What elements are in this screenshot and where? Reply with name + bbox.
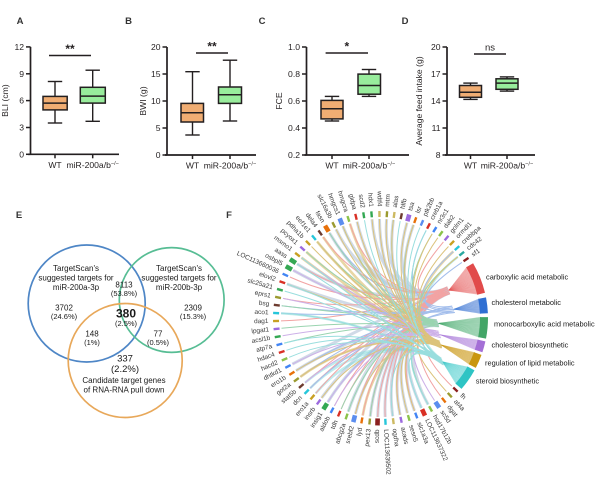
svg-text:(2.5%): (2.5%) xyxy=(115,319,138,328)
svg-text:BLI (cm): BLI (cm) xyxy=(0,84,10,117)
svg-text:TargetScan's: TargetScan's xyxy=(156,264,202,273)
svg-text:3702: 3702 xyxy=(55,304,73,313)
svg-text:0: 0 xyxy=(19,149,24,159)
svg-text:A: A xyxy=(17,16,24,27)
svg-text:scdb: scdb xyxy=(374,429,381,443)
svg-text:bsg: bsg xyxy=(258,300,270,308)
svg-text:WT: WT xyxy=(48,160,62,170)
svg-text:11: 11 xyxy=(432,123,441,133)
svg-text:9: 9 xyxy=(19,69,24,79)
svg-text:(0.5%): (0.5%) xyxy=(147,338,170,347)
svg-text:miR-200a/b−/−: miR-200a/b−/− xyxy=(204,161,257,171)
svg-text:cholesterol biosynthetic: cholesterol biosynthetic xyxy=(492,341,569,350)
svg-text:atp7a: atp7a xyxy=(256,343,274,354)
svg-text:pex13: pex13 xyxy=(364,428,373,447)
svg-text:*: * xyxy=(344,40,349,54)
svg-text:Candidate target genes: Candidate target genes xyxy=(82,376,165,385)
svg-text:alas: alas xyxy=(392,194,401,208)
svg-text:hlfb: hlfb xyxy=(400,198,409,210)
svg-text:**: ** xyxy=(65,42,75,56)
svg-text:77: 77 xyxy=(154,330,163,339)
svg-text:FCE: FCE xyxy=(274,92,284,109)
svg-text:ns: ns xyxy=(485,43,495,54)
svg-text:10: 10 xyxy=(151,96,161,106)
svg-text:E: E xyxy=(16,210,22,221)
svg-text:gldpa: gldpa xyxy=(347,193,358,210)
svg-text:(15.3%): (15.3%) xyxy=(180,312,207,321)
svg-text:6: 6 xyxy=(19,96,24,106)
svg-text:sesn5: sesn5 xyxy=(407,424,419,443)
svg-text:Average feed intake (g): Average feed intake (g) xyxy=(414,56,424,145)
svg-text:14: 14 xyxy=(431,96,441,106)
svg-text:1.0: 1.0 xyxy=(288,42,300,52)
svg-text:TargetScan's: TargetScan's xyxy=(53,264,99,273)
svg-text:0.6: 0.6 xyxy=(288,96,300,106)
svg-text:20: 20 xyxy=(431,42,441,52)
svg-text:WT: WT xyxy=(186,161,200,171)
svg-text:20: 20 xyxy=(151,42,161,52)
svg-text:2309: 2309 xyxy=(184,304,202,313)
svg-text:0.2: 0.2 xyxy=(288,150,300,160)
svg-text:148: 148 xyxy=(85,330,99,339)
svg-text:carboxylic acid metabolic: carboxylic acid metabolic xyxy=(486,273,568,282)
svg-text:8113: 8113 xyxy=(115,281,133,290)
svg-text:miR-200b-3p: miR-200b-3p xyxy=(156,283,203,292)
svg-text:tsa: tsa xyxy=(407,201,416,212)
svg-text:dag1: dag1 xyxy=(254,318,269,325)
svg-text:(2.2%): (2.2%) xyxy=(111,364,139,375)
svg-text:BWI (g): BWI (g) xyxy=(138,86,148,115)
svg-text:380: 380 xyxy=(116,307,136,321)
svg-text:0.4: 0.4 xyxy=(288,123,300,133)
svg-text:**: ** xyxy=(207,40,217,54)
svg-text:12: 12 xyxy=(14,42,24,52)
svg-text:acads: acads xyxy=(399,427,410,446)
svg-text:0.8: 0.8 xyxy=(288,69,300,79)
svg-text:miR-200a/b−/−: miR-200a/b−/− xyxy=(66,160,119,170)
svg-text:suggested targets for: suggested targets for xyxy=(38,274,113,283)
svg-text:WT: WT xyxy=(325,161,339,171)
svg-text:0: 0 xyxy=(156,150,161,160)
svg-text:regulation of lipid metabolic: regulation of lipid metabolic xyxy=(485,359,575,368)
svg-text:sf1: sf1 xyxy=(470,247,481,258)
svg-text:miR-200a/b−/−: miR-200a/b−/− xyxy=(343,161,396,171)
svg-text:5: 5 xyxy=(156,123,161,133)
svg-text:of RNA-RNA pull down: of RNA-RNA pull down xyxy=(84,386,165,395)
svg-text:scd2: scd2 xyxy=(357,194,366,209)
svg-text:monocarboxylic acid metabolic: monocarboxylic acid metabolic xyxy=(494,320,595,329)
svg-text:3: 3 xyxy=(19,123,24,133)
svg-text:(1%): (1%) xyxy=(84,338,100,347)
svg-text:mtm: mtm xyxy=(384,194,392,207)
svg-text:D: D xyxy=(402,16,409,27)
svg-text:miR-200a-3p: miR-200a-3p xyxy=(53,283,100,292)
svg-text:C: C xyxy=(259,16,266,27)
svg-text:337: 337 xyxy=(117,354,133,365)
svg-text:fh: fh xyxy=(458,392,467,401)
svg-text:ogdha: ogdha xyxy=(391,428,400,447)
svg-text:17: 17 xyxy=(431,69,441,79)
svg-text:15: 15 xyxy=(151,69,161,79)
svg-text:(53.8%): (53.8%) xyxy=(111,289,138,298)
svg-text:miR-200a/b−/−: miR-200a/b−/− xyxy=(481,161,534,171)
svg-text:(24.6%): (24.6%) xyxy=(51,312,78,321)
svg-text:steroid biosynthetic: steroid biosynthetic xyxy=(476,377,540,386)
svg-text:acsl1b: acsl1b xyxy=(251,335,271,345)
svg-text:B: B xyxy=(125,16,132,27)
svg-text:F: F xyxy=(226,210,232,221)
svg-text:hdx1: hdx1 xyxy=(366,193,374,208)
svg-text:aco1: aco1 xyxy=(254,309,269,317)
svg-text:WT: WT xyxy=(464,161,478,171)
svg-text:lpgat1: lpgat1 xyxy=(251,326,270,335)
svg-text:lsr: lsr xyxy=(415,205,424,215)
svg-text:eprs1: eprs1 xyxy=(254,290,272,300)
svg-text:lyd: lyd xyxy=(356,427,364,437)
svg-text:wdtf4: wdtf4 xyxy=(376,190,383,207)
svg-text:srebf2: srebf2 xyxy=(345,425,356,445)
svg-text:tdh: tdh xyxy=(330,419,340,430)
svg-text:LOC113639502: LOC113639502 xyxy=(382,429,391,475)
svg-text:cholesterol metabolic: cholesterol metabolic xyxy=(492,298,562,307)
svg-text:8: 8 xyxy=(436,150,441,160)
svg-text:suggested targets for: suggested targets for xyxy=(141,274,216,283)
